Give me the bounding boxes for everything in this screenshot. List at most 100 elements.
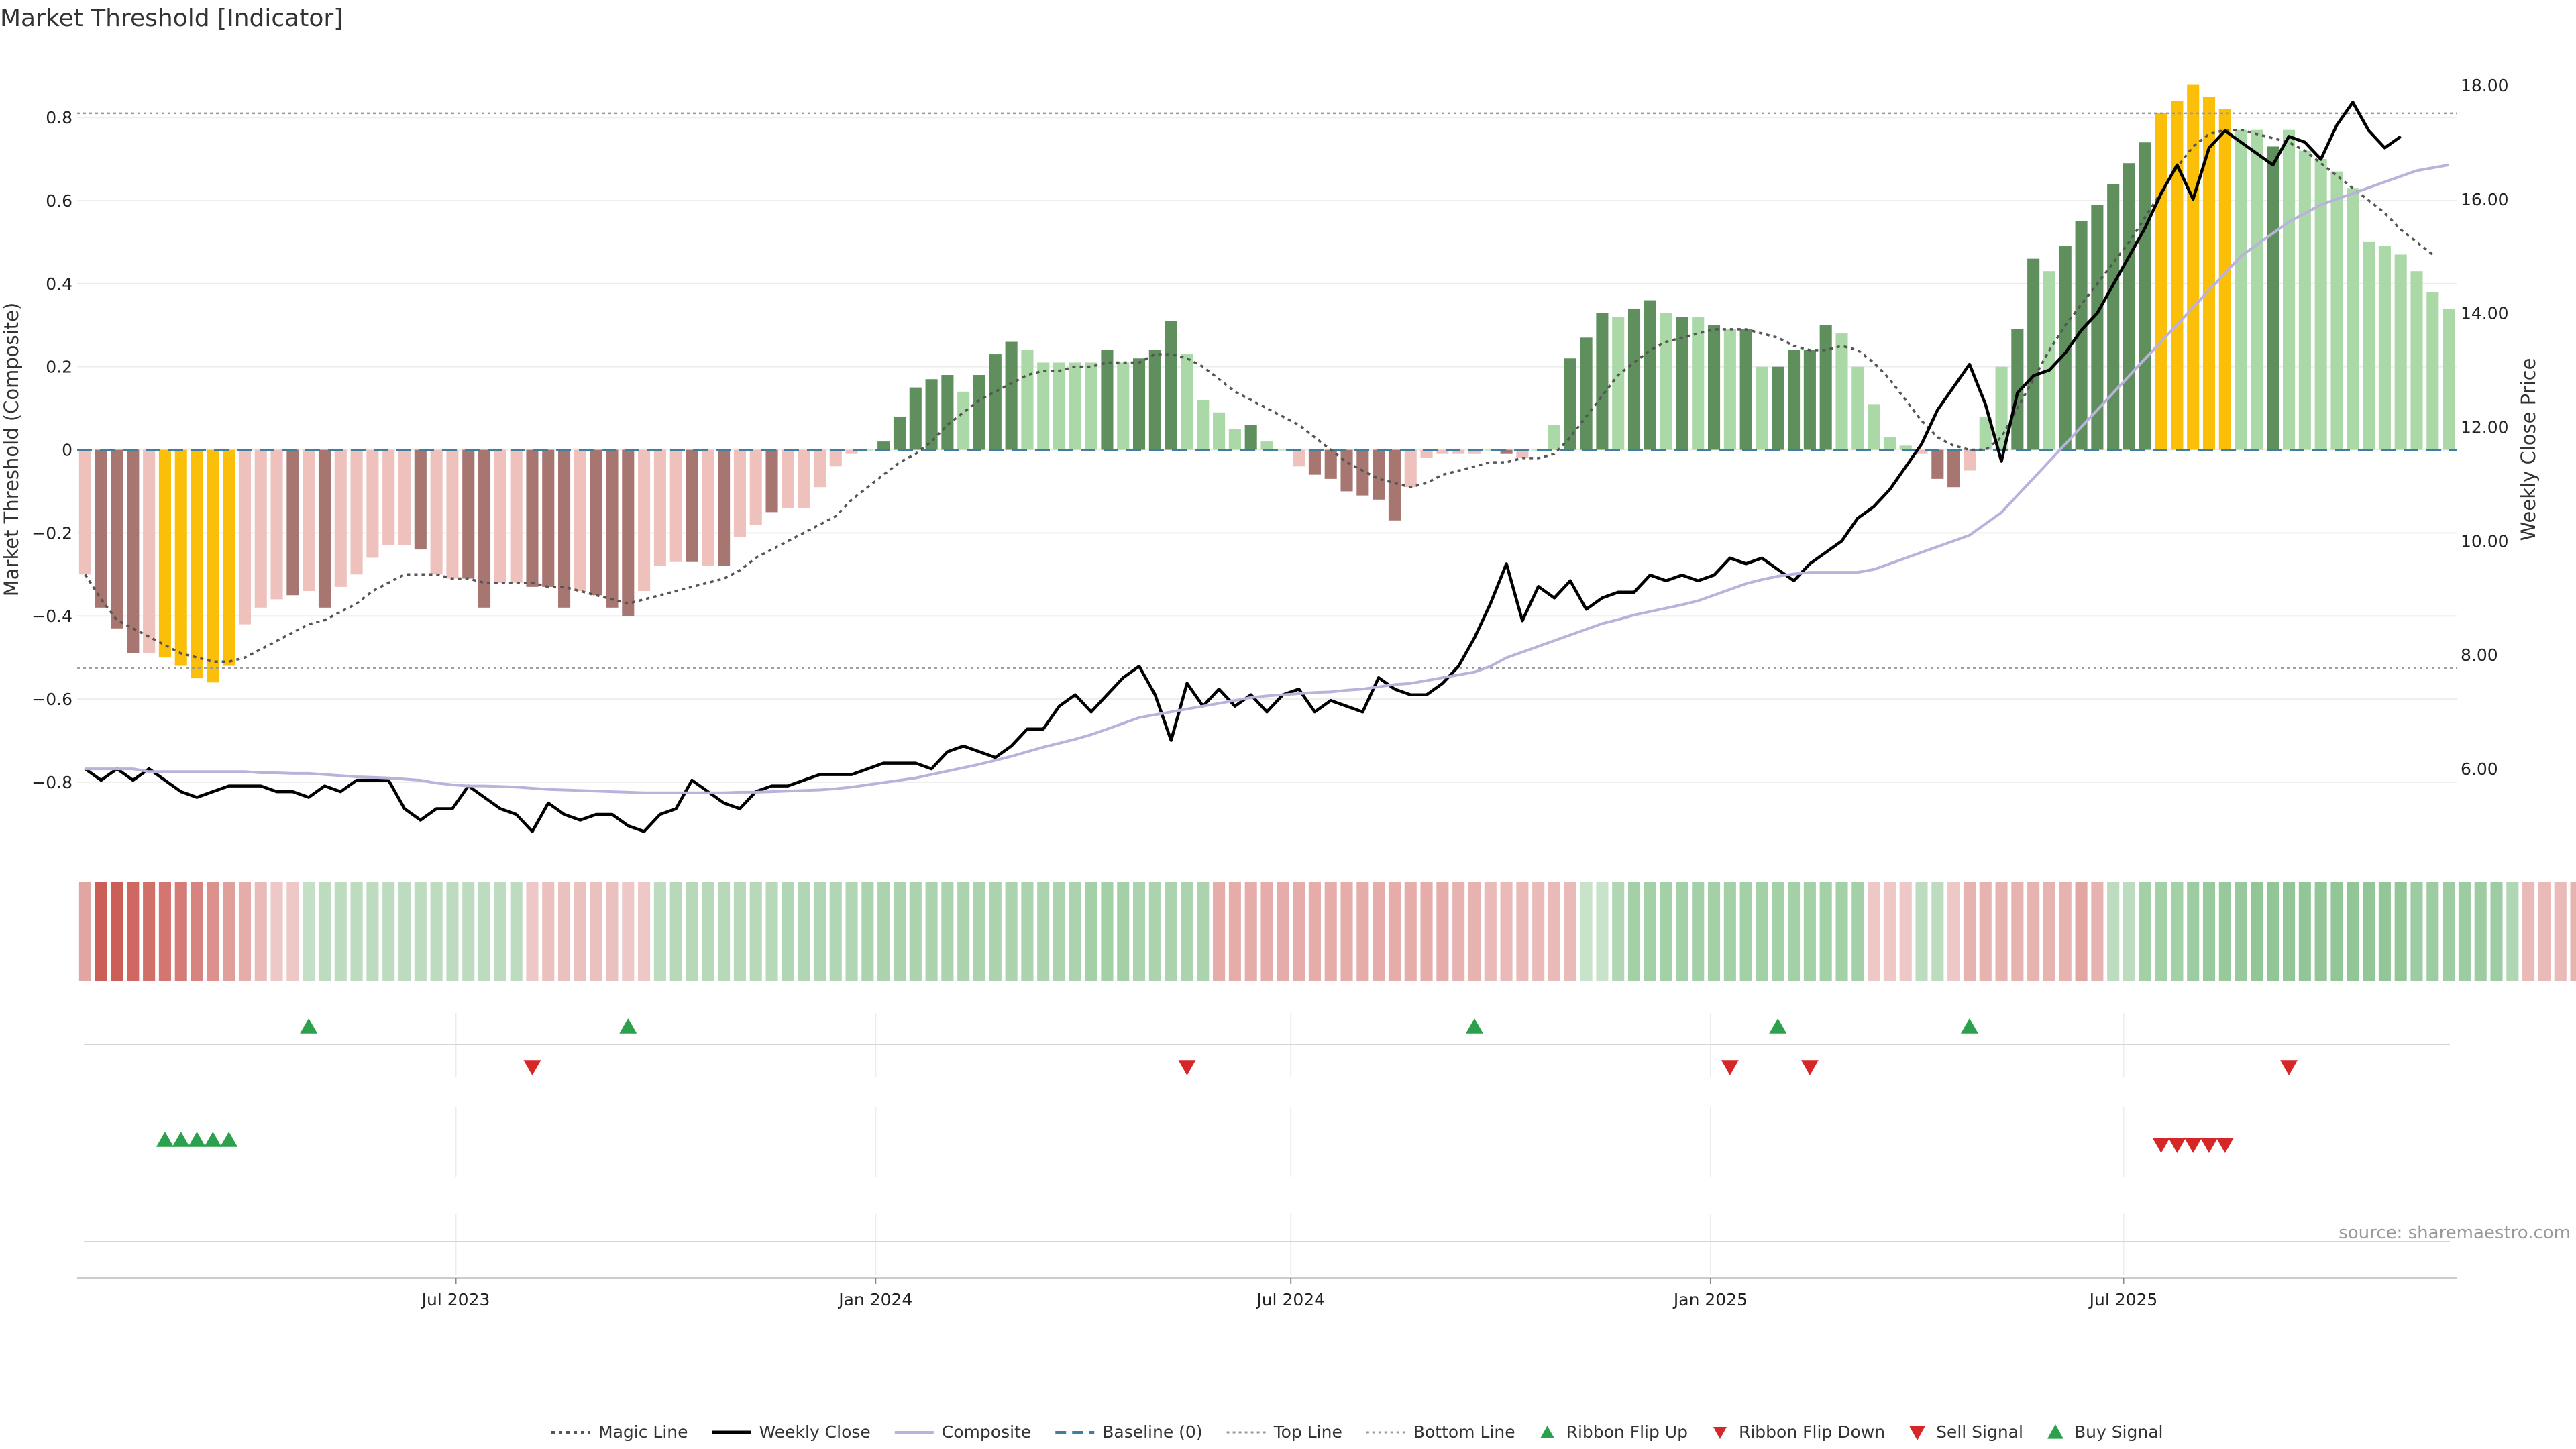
composite-bars	[78, 84, 2455, 683]
ribbon-cell	[143, 882, 156, 981]
ribbon-cell	[813, 882, 826, 981]
composite-bar	[877, 441, 890, 450]
ribbon-cell	[2410, 882, 2423, 981]
composite-bar	[1548, 425, 1561, 450]
composite-bar	[2075, 221, 2088, 450]
composite-bar	[430, 449, 443, 575]
ribbon-cell	[2443, 882, 2455, 981]
ribbon-cell	[1213, 882, 1226, 981]
composite-bar	[2171, 101, 2184, 450]
composite-bar	[1979, 416, 1992, 450]
ribbon-cell	[2123, 882, 2136, 981]
ribbon-cell	[2267, 882, 2279, 981]
ribbon-cell	[350, 882, 363, 981]
ribbon-cell	[2075, 882, 2088, 981]
composite-bar	[1883, 437, 1896, 450]
legend-item-buy-signal: Buy Signal	[2074, 1422, 2163, 1442]
composite-bar	[749, 449, 762, 525]
axis-ticks: 0.8 0.6 0.4 0.2 0 −0.2 −0.4 −0.6 −0.8 18.00 16.00 1…	[32, 76, 2508, 1309]
ribbon-cell	[1021, 882, 1034, 981]
ribbon-cell	[718, 882, 731, 981]
composite-bar	[1484, 449, 1497, 451]
composite-bar	[2378, 246, 2391, 450]
composite-bar	[111, 449, 123, 629]
composite-bar	[478, 449, 491, 608]
y-axis-left-title: Market Threshold (Composite)	[0, 303, 23, 596]
ribbon-cell	[1420, 882, 1433, 981]
legend-item-ribbon-flip-down-swatch	[1713, 1427, 1727, 1439]
sell-signal-marker	[2200, 1138, 2218, 1153]
composite-bar	[1500, 449, 1513, 454]
x-tick-4: Jul 2025	[2088, 1290, 2158, 1309]
ribbon-cell	[1947, 882, 1960, 981]
composite-bar	[1803, 350, 1816, 450]
composite-bar	[1995, 366, 2008, 450]
ribbon-cell	[1069, 882, 1081, 981]
series-lines	[77, 101, 2457, 833]
ribbon-cell	[765, 882, 778, 981]
ribbon-cell	[1293, 882, 1305, 981]
ribbon-cell	[2043, 882, 2056, 981]
composite-bar	[1723, 329, 1736, 450]
ribbon-cell	[158, 882, 171, 981]
composite-bar	[1197, 400, 1210, 450]
ribbon-cell	[1197, 882, 1210, 981]
composite-bar	[638, 449, 651, 592]
composite-bar	[1612, 317, 1625, 450]
composite-bar	[286, 449, 299, 596]
ribbon-cell	[542, 882, 555, 981]
ribbon-cell	[1500, 882, 1513, 981]
ribbon-cell	[1708, 882, 1721, 981]
composite-bar	[1708, 325, 1721, 450]
composite-bar	[127, 449, 140, 653]
y-tick-left-0: 0.8	[46, 108, 72, 127]
composite-bar	[558, 449, 571, 608]
composite-bar	[2123, 163, 2136, 450]
composite-bar	[2267, 146, 2279, 450]
composite-bar	[1277, 449, 1289, 451]
ribbon-flip-up-marker	[1769, 1018, 1787, 1034]
ribbon-cell	[78, 882, 91, 981]
composite-bar	[1069, 362, 1081, 450]
ribbon-cell	[829, 882, 842, 981]
composite-bar	[1005, 341, 1018, 450]
sell-signal-marker	[2216, 1138, 2234, 1153]
ribbon-cell	[430, 882, 443, 981]
composite-bar	[158, 449, 171, 658]
legend-item-ribbon-flip-up-swatch	[1540, 1426, 1554, 1438]
composite-bar	[1340, 449, 1353, 492]
ribbon-cell	[1835, 882, 1848, 981]
composite-bar	[1308, 449, 1321, 475]
ribbon-cell	[1244, 882, 1257, 981]
ribbon-cell	[1883, 882, 1896, 981]
ribbon-cell	[2251, 882, 2263, 981]
ribbon-cell	[382, 882, 395, 981]
ribbon-cell	[1373, 882, 1385, 981]
y-tick-right-1: 16.00	[2461, 190, 2509, 209]
buy-signal-marker	[188, 1132, 206, 1147]
ribbon-cell	[1676, 882, 1688, 981]
x-tick-0: Jul 2023	[421, 1290, 490, 1309]
composite-bar	[989, 354, 1002, 450]
ribbon-cell	[2282, 882, 2296, 981]
ribbon-cell	[590, 882, 602, 981]
ribbon-cell	[1101, 882, 1114, 981]
legend-item-bottom-line: Bottom Line	[1413, 1422, 1515, 1442]
composite-bar	[366, 449, 379, 558]
ribbon-cell	[191, 882, 203, 981]
composite-bar	[270, 449, 283, 600]
ribbon-cell	[1979, 882, 1992, 981]
ribbon-flip-down-marker	[2280, 1060, 2298, 1075]
composite-bar	[191, 449, 203, 679]
composite-bar	[733, 449, 746, 537]
ribbon-cell	[1085, 882, 1097, 981]
composite-bar	[1420, 449, 1433, 458]
composite-bar	[1676, 317, 1688, 450]
composite-bar	[1452, 449, 1465, 454]
y-tick-left-4: 0	[62, 441, 72, 460]
composite-bar	[1053, 362, 1066, 450]
composite-bar	[1627, 308, 1641, 450]
ribbon-cell	[1452, 882, 1465, 981]
composite-bar	[813, 449, 826, 488]
composite-bar	[1228, 429, 1241, 450]
